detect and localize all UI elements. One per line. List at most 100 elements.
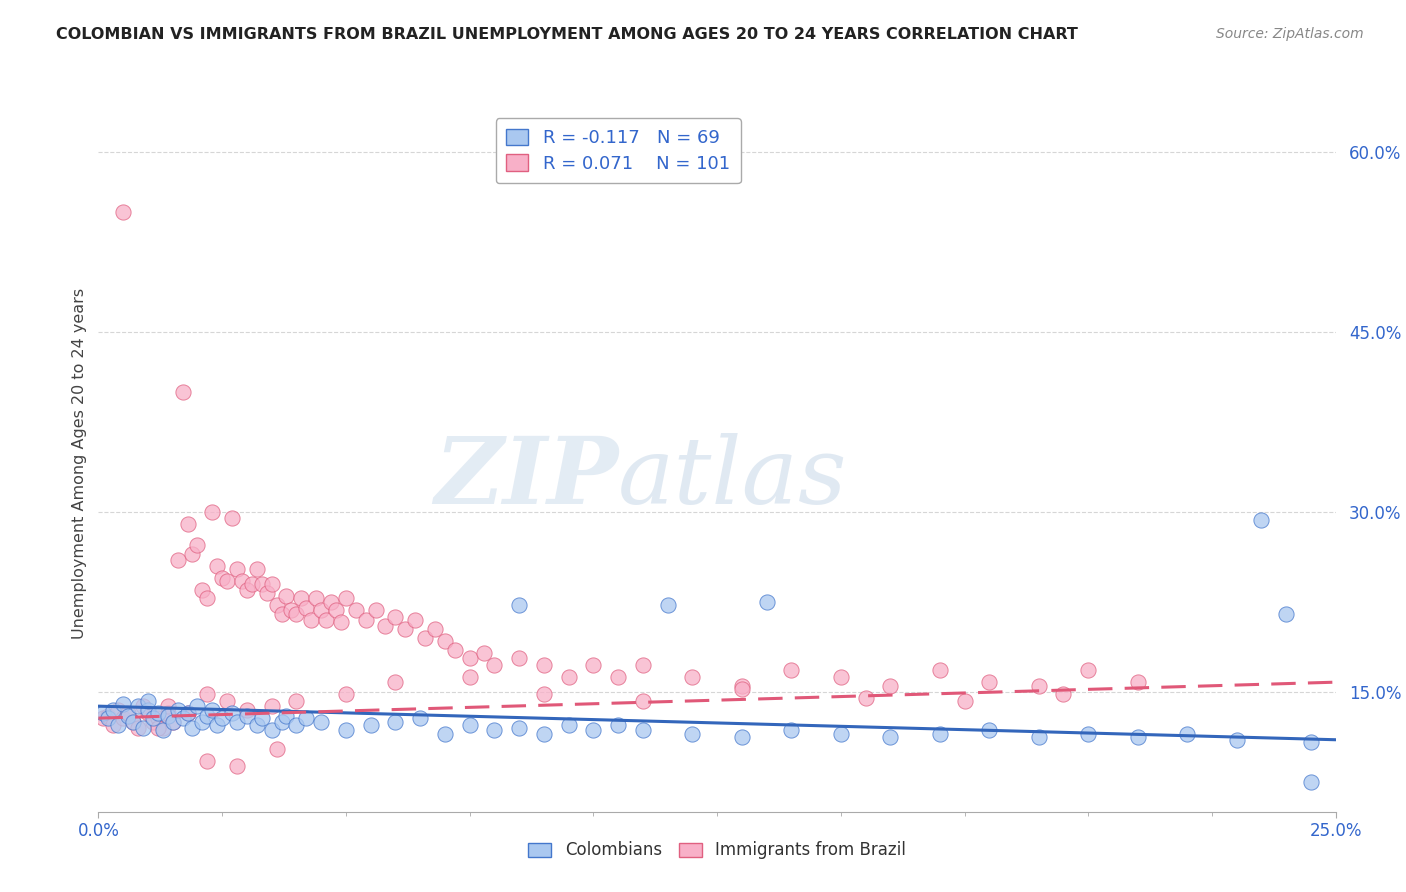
- Point: [631, 694, 654, 708]
- Point: [107, 718, 129, 732]
- Point: [280, 603, 302, 617]
- Point: [329, 615, 352, 630]
- Point: [394, 623, 416, 637]
- Point: [260, 699, 283, 714]
- Point: [266, 599, 288, 613]
- Point: [299, 613, 322, 627]
- Point: [285, 718, 308, 732]
- Point: [433, 634, 456, 648]
- Point: [260, 723, 283, 738]
- Point: [780, 663, 803, 677]
- Point: [582, 658, 605, 673]
- Point: [112, 697, 135, 711]
- Point: [142, 711, 165, 725]
- Point: [191, 582, 214, 597]
- Point: [205, 718, 228, 732]
- Point: [953, 694, 976, 708]
- Point: [146, 721, 169, 735]
- Point: [731, 682, 754, 697]
- Point: [731, 679, 754, 693]
- Point: [195, 708, 218, 723]
- Point: [201, 505, 224, 519]
- Point: [236, 703, 259, 717]
- Point: [928, 663, 950, 677]
- Point: [136, 706, 159, 721]
- Point: [533, 658, 555, 673]
- Point: [181, 547, 204, 561]
- Point: [132, 721, 155, 735]
- Point: [195, 687, 218, 701]
- Point: [508, 651, 530, 665]
- Point: [217, 694, 239, 708]
- Point: [423, 623, 446, 637]
- Point: [295, 600, 318, 615]
- Point: [1226, 732, 1249, 747]
- Point: [166, 553, 188, 567]
- Point: [557, 670, 579, 684]
- Point: [780, 723, 803, 738]
- Point: [112, 205, 135, 219]
- Point: [142, 714, 165, 729]
- Legend: Colombians, Immigrants from Brazil: Colombians, Immigrants from Brazil: [522, 835, 912, 866]
- Point: [166, 703, 188, 717]
- Text: ZIP: ZIP: [434, 433, 619, 523]
- Point: [631, 723, 654, 738]
- Point: [176, 706, 198, 721]
- Point: [250, 576, 273, 591]
- Point: [191, 714, 214, 729]
- Point: [1126, 675, 1149, 690]
- Point: [246, 718, 269, 732]
- Point: [250, 711, 273, 725]
- Point: [146, 711, 169, 725]
- Point: [928, 727, 950, 741]
- Point: [1028, 679, 1050, 693]
- Point: [830, 727, 852, 741]
- Point: [186, 538, 208, 552]
- Point: [181, 721, 204, 735]
- Point: [176, 706, 198, 721]
- Point: [484, 658, 506, 673]
- Point: [285, 694, 308, 708]
- Point: [1299, 774, 1322, 789]
- Point: [557, 718, 579, 732]
- Text: atlas: atlas: [619, 433, 848, 523]
- Point: [364, 603, 387, 617]
- Point: [731, 731, 754, 745]
- Point: [285, 607, 308, 621]
- Point: [112, 711, 135, 725]
- Point: [374, 619, 396, 633]
- Point: [270, 607, 292, 621]
- Point: [97, 708, 120, 723]
- Point: [240, 576, 263, 591]
- Point: [879, 679, 901, 693]
- Point: [162, 714, 184, 729]
- Point: [295, 711, 318, 725]
- Point: [855, 690, 877, 705]
- Point: [117, 706, 139, 721]
- Point: [443, 642, 465, 657]
- Point: [186, 699, 208, 714]
- Point: [93, 706, 115, 721]
- Point: [1052, 687, 1074, 701]
- Point: [152, 723, 174, 738]
- Point: [830, 670, 852, 684]
- Point: [607, 670, 630, 684]
- Point: [335, 723, 357, 738]
- Point: [315, 613, 337, 627]
- Point: [305, 591, 328, 606]
- Point: [266, 742, 288, 756]
- Point: [221, 706, 243, 721]
- Point: [681, 670, 703, 684]
- Point: [508, 721, 530, 735]
- Point: [132, 699, 155, 714]
- Point: [156, 706, 179, 721]
- Point: [384, 714, 406, 729]
- Point: [533, 687, 555, 701]
- Point: [127, 699, 149, 714]
- Point: [156, 708, 179, 723]
- Point: [1275, 607, 1298, 621]
- Point: [217, 574, 239, 589]
- Point: [226, 714, 249, 729]
- Point: [122, 714, 145, 729]
- Point: [211, 711, 233, 725]
